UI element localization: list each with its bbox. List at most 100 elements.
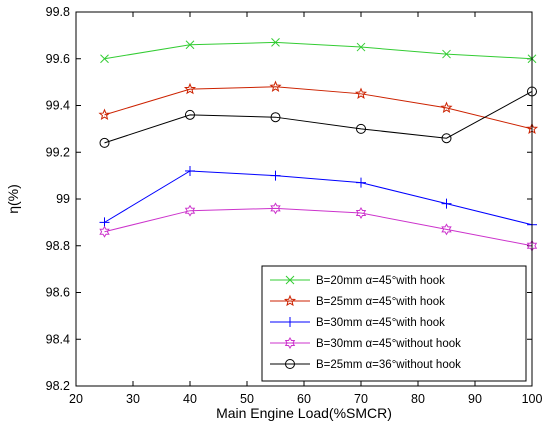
legend-item: B=20mm α=45°with hook xyxy=(270,275,445,287)
y-tick-label: 99 xyxy=(56,192,70,206)
x-tick-label: 20 xyxy=(69,392,83,406)
marker-star xyxy=(183,82,197,95)
marker-star xyxy=(283,294,297,307)
marker-hexagram xyxy=(284,337,296,349)
marker-stroke xyxy=(185,40,195,50)
marker-circle xyxy=(356,123,366,134)
marker-circle xyxy=(441,133,452,144)
legend-item: B=25mm α=36°without hook xyxy=(270,359,461,371)
marker-plus xyxy=(99,217,110,228)
legend-label: B=30mm α=45°with hook xyxy=(316,317,445,329)
marker-circle xyxy=(185,109,195,120)
x-tick-label: 100 xyxy=(522,392,543,406)
marker-stroke xyxy=(356,42,366,52)
series-line xyxy=(104,91,533,144)
marker-hexagram xyxy=(441,223,452,236)
marker-hexagram xyxy=(184,204,196,217)
x-tick-label: 80 xyxy=(411,392,425,406)
legend-item: B=30mm α=45°with hook xyxy=(270,317,445,329)
marker-circle xyxy=(99,137,110,148)
series-line xyxy=(104,170,533,226)
x-tick-label: 70 xyxy=(354,392,368,406)
y-tick-label: 98.8 xyxy=(46,239,70,253)
x-axis-ticks: 20 30 40 50 60 70 80 90 100 xyxy=(69,12,542,406)
x-tick-label: 90 xyxy=(468,392,482,406)
x-tick-label: 40 xyxy=(183,392,197,406)
marker-star xyxy=(440,101,453,113)
marker-star xyxy=(269,80,282,92)
series-1 xyxy=(98,80,539,135)
series-0 xyxy=(100,38,537,64)
y-tick-label: 98.4 xyxy=(46,332,70,346)
plot-frame xyxy=(75,11,533,387)
legend-label: B=25mm α=45°with hook xyxy=(316,296,445,308)
y-tick-label: 99.4 xyxy=(46,99,70,113)
legend-item: B=25mm α=45°with hook xyxy=(270,294,445,308)
legend-item: B=30mm α=45°without hook xyxy=(270,337,461,350)
marker-star xyxy=(98,108,111,120)
marker-x xyxy=(271,38,280,47)
x-axis-title: Main Engine Load(%SMCR) xyxy=(216,405,392,421)
marker-hexagram xyxy=(284,337,296,349)
marker-stroke xyxy=(271,38,280,47)
marker-star xyxy=(183,82,197,95)
marker-hexagram xyxy=(99,225,110,238)
marker-star xyxy=(440,101,453,113)
marker-hexagram xyxy=(270,202,281,215)
y-tick-label: 99.2 xyxy=(46,145,70,159)
x-tick-label: 50 xyxy=(240,392,254,406)
y-tick-label: 98.6 xyxy=(46,286,70,300)
marker-circle xyxy=(356,123,366,134)
series-line xyxy=(104,207,533,247)
marker-star xyxy=(98,108,111,120)
marker-circle xyxy=(99,137,110,148)
marker-hexagram xyxy=(184,204,196,217)
marker-circle xyxy=(285,359,295,369)
legend-label: B=20mm α=45°with hook xyxy=(316,275,445,287)
marker-circle xyxy=(270,112,281,123)
y-tick-label: 98.2 xyxy=(46,379,70,393)
marker-plus xyxy=(270,170,281,181)
marker-hexagram xyxy=(99,225,110,238)
marker-x xyxy=(442,49,451,59)
marker-stroke xyxy=(285,275,295,285)
marker-circle xyxy=(285,359,295,369)
marker-star xyxy=(354,87,368,99)
marker-hexagram xyxy=(270,202,281,215)
series-layer xyxy=(98,38,539,252)
legend-label: B=25mm α=36°without hook xyxy=(316,359,461,371)
marker-plus xyxy=(285,317,295,327)
x-tick-label: 60 xyxy=(297,392,311,406)
y-tick-label: 99.8 xyxy=(46,5,70,19)
marker-circle xyxy=(185,109,195,120)
y-axis-ticks: 98.2 98.4 98.6 98.8 99 99.2 99.4 99.6 99.8 xyxy=(46,5,532,393)
marker-plus xyxy=(185,165,195,176)
series-line xyxy=(104,41,533,60)
marker-hexagram xyxy=(441,223,452,236)
marker-hexagram xyxy=(355,207,367,220)
marker-star xyxy=(354,87,368,99)
marker-plus xyxy=(356,177,366,188)
marker-hexagram xyxy=(355,207,367,220)
marker-star xyxy=(269,80,282,92)
y-axis-title: η(%) xyxy=(5,184,21,214)
y-tick-label: 99.6 xyxy=(46,52,70,66)
marker-x xyxy=(185,40,195,50)
marker-circle xyxy=(441,133,452,144)
legend-label: B=30mm α=45°without hook xyxy=(316,338,461,350)
marker-circle xyxy=(270,112,281,123)
legend: B=20mm α=45°with hook B=25mm α=45°with ho… xyxy=(261,265,527,382)
marker-stroke xyxy=(442,49,451,59)
x-tick-label: 30 xyxy=(126,392,140,406)
marker-stroke xyxy=(100,54,109,64)
legend-box xyxy=(261,265,527,382)
series-4 xyxy=(99,86,537,148)
series-line xyxy=(104,86,533,130)
marker-x xyxy=(285,275,295,285)
marker-star xyxy=(283,294,297,307)
marker-x xyxy=(356,42,366,52)
marker-plus xyxy=(441,198,452,209)
marker-x xyxy=(100,54,109,64)
